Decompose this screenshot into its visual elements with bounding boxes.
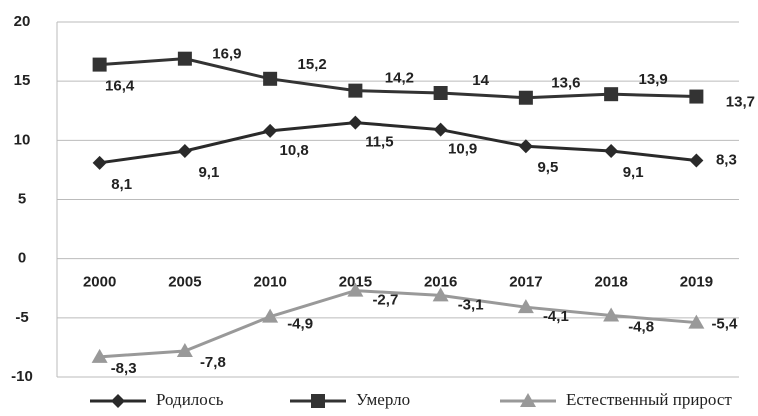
y-tick-label: -5 <box>15 309 28 326</box>
y-tick-label: 10 <box>14 131 31 148</box>
marker <box>262 308 279 323</box>
data-label: 16,9 <box>212 46 241 63</box>
data-label: -5,4 <box>711 316 738 333</box>
marker <box>689 89 704 104</box>
legend-marker <box>520 393 536 407</box>
data-label: -4,1 <box>543 308 569 325</box>
marker <box>433 86 448 100</box>
series-line <box>99 289 697 359</box>
marker <box>518 139 533 154</box>
data-label: 10,9 <box>448 141 477 158</box>
marker <box>604 87 619 102</box>
marker <box>176 342 193 357</box>
data-label: -2,7 <box>372 292 398 309</box>
x-tick-label: 2005 <box>168 274 201 291</box>
y-tick-label: 15 <box>14 72 31 89</box>
y-tick-label: 5 <box>18 190 26 207</box>
legend-marker <box>311 394 325 408</box>
marker <box>603 307 620 322</box>
y-tick-label: -10 <box>11 368 33 385</box>
x-tick-label: 2017 <box>509 274 542 291</box>
series-line <box>99 57 697 100</box>
data-label: 15,2 <box>298 56 327 73</box>
marker <box>92 155 107 170</box>
data-label: 13,9 <box>639 71 668 88</box>
data-label: 14 <box>472 72 489 89</box>
marker <box>517 299 534 314</box>
marker <box>432 287 449 302</box>
data-label: 9,1 <box>198 164 219 181</box>
y-tick-label: 0 <box>18 250 26 267</box>
data-label: 9,5 <box>537 159 558 176</box>
legend-label: Родилось <box>156 390 224 409</box>
x-tick-label: 2000 <box>83 274 116 291</box>
marker <box>263 71 278 86</box>
data-label: 9,1 <box>623 164 644 181</box>
marker <box>263 123 278 138</box>
data-label: 8,1 <box>111 176 132 193</box>
x-tick-label: 2018 <box>594 274 627 291</box>
marker <box>433 122 448 137</box>
data-label: 8,3 <box>716 151 737 168</box>
data-label: 13,7 <box>726 94 755 111</box>
data-label: 14,2 <box>385 70 414 87</box>
data-label: 16,4 <box>105 78 135 95</box>
marker <box>177 51 192 66</box>
data-label: -4,9 <box>287 316 313 333</box>
marker <box>688 314 705 329</box>
marker <box>348 83 363 98</box>
legend-marker <box>111 394 125 408</box>
data-label: -8,3 <box>111 360 137 377</box>
marker <box>604 143 619 158</box>
marker <box>177 143 192 158</box>
legend-label: Естественный прирост <box>566 390 732 409</box>
x-tick-label: 2016 <box>424 274 457 291</box>
data-label: 10,8 <box>280 142 309 159</box>
data-label: -3,1 <box>458 296 484 313</box>
x-tick-label: 2010 <box>253 274 286 291</box>
data-label: 11,5 <box>365 134 393 151</box>
x-tick-label: 2019 <box>680 274 713 291</box>
data-label: 13,6 <box>551 75 580 92</box>
marker <box>348 115 363 130</box>
marker <box>91 348 108 363</box>
marker <box>689 153 704 168</box>
marker <box>347 282 364 297</box>
data-label: -7,8 <box>200 354 226 371</box>
marker <box>92 57 107 72</box>
x-tick-label: 2015 <box>339 274 372 291</box>
data-label: -4,8 <box>628 318 654 335</box>
marker <box>518 90 533 105</box>
y-tick-label: 20 <box>14 13 31 30</box>
legend-label: Умерло <box>356 390 410 409</box>
series-line <box>99 121 697 165</box>
